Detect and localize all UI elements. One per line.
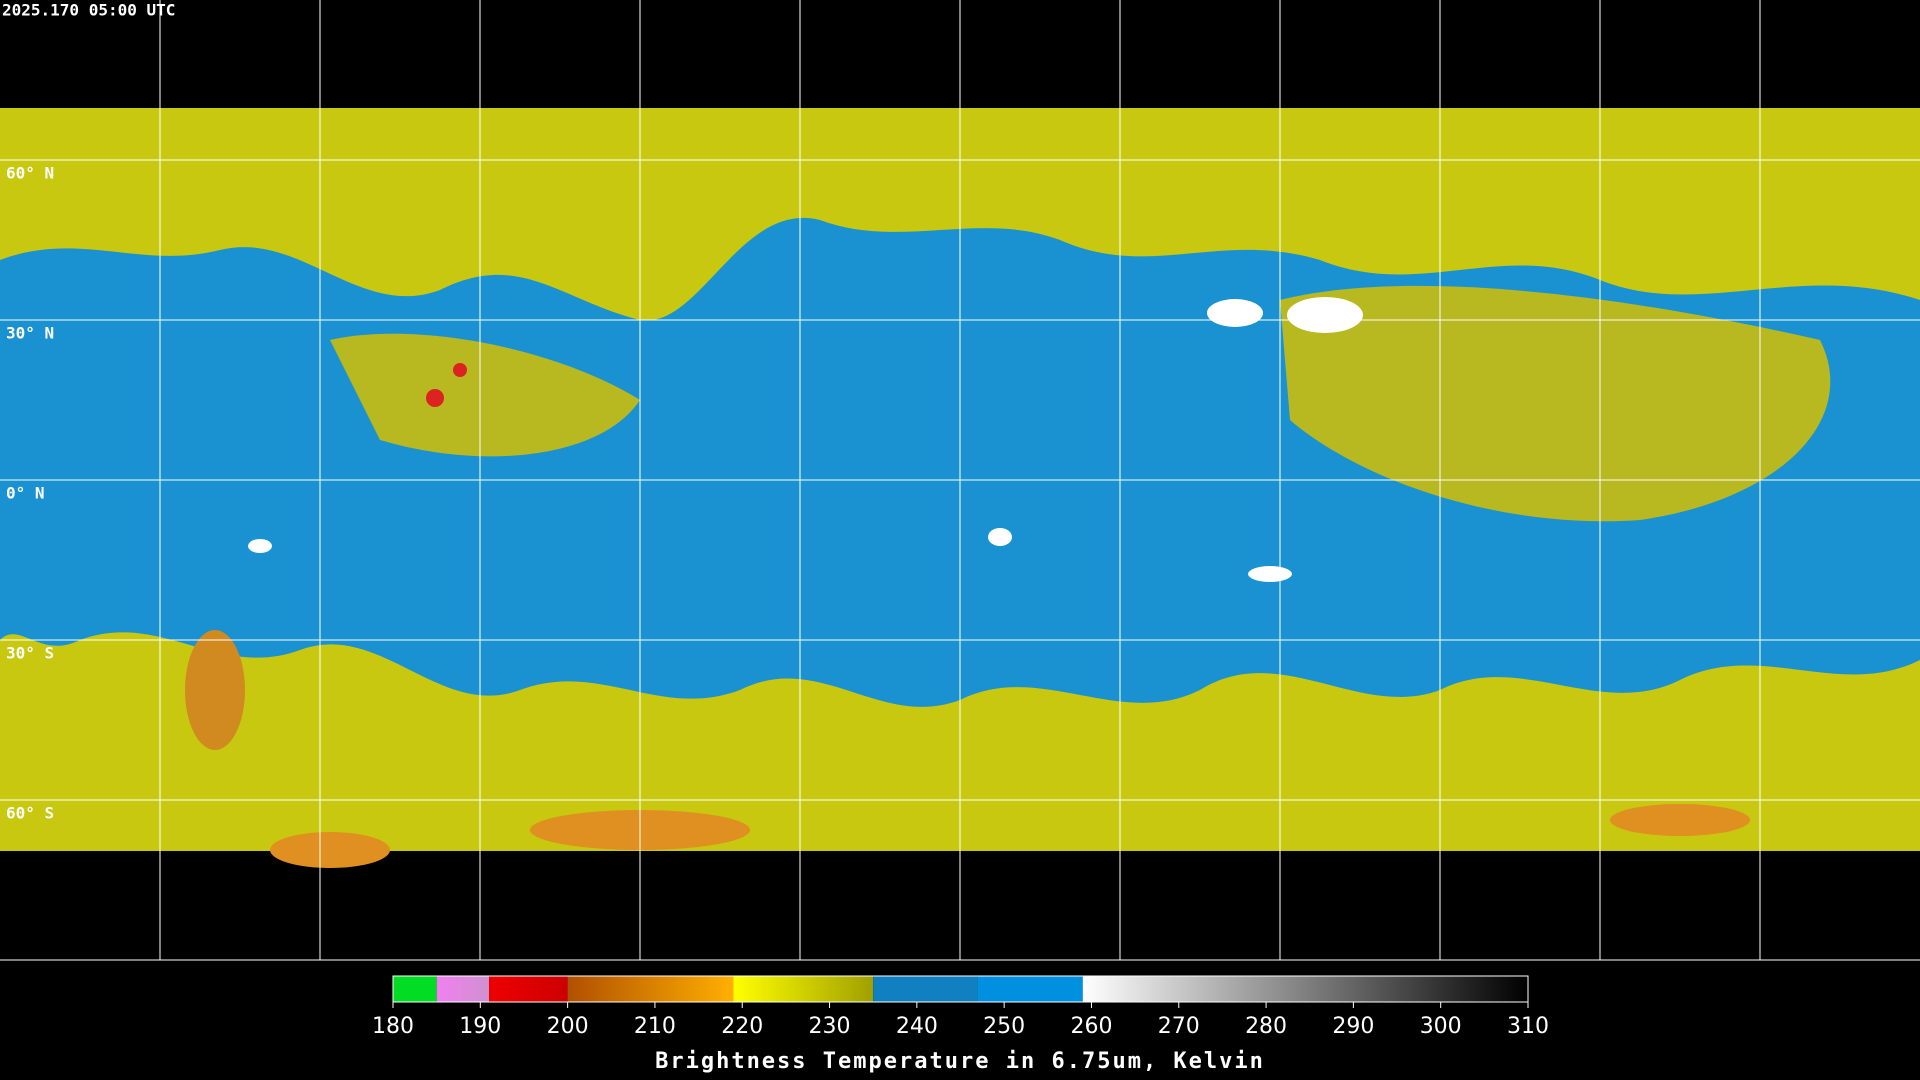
colorbar-tick-label: 200	[547, 1014, 589, 1039]
warm-patch	[185, 630, 245, 750]
colorbar-segment	[436, 976, 490, 1002]
asia-cloud	[1280, 285, 1831, 522]
dry-patch	[1207, 299, 1263, 327]
colorbar-tick-label: 230	[809, 1014, 851, 1039]
colorbar-segment	[489, 976, 568, 1002]
colorbar: 180 190 200 210 220 230 240 250 260 270 280 290 300 3…	[372, 975, 1549, 1039]
lat-label: 60° S	[6, 804, 54, 823]
warm-patch	[270, 832, 390, 868]
colorbar-tick-label: 280	[1245, 1014, 1287, 1039]
dry-patch	[248, 539, 272, 553]
warm-patch	[1610, 804, 1750, 836]
americas-cloud	[330, 333, 640, 457]
colorbar-tick-label: 270	[1158, 1014, 1200, 1039]
dry-patch	[988, 528, 1012, 546]
colorbar-frame	[392, 975, 1529, 1003]
dry-patch	[1287, 297, 1363, 333]
colorbar-tick-label: 260	[1070, 1014, 1112, 1039]
colorbar-segment	[567, 976, 734, 1002]
colorbar-tick-label: 210	[634, 1014, 676, 1039]
convective-cell	[426, 389, 444, 407]
colorbar-segment	[977, 976, 1083, 1002]
convective-cell	[453, 363, 467, 377]
lat-label: 30° S	[6, 644, 54, 663]
colorbar-tick-label: 300	[1420, 1014, 1462, 1039]
colorbar-tick-label: 240	[896, 1014, 938, 1039]
colorbar-segment	[873, 976, 978, 1002]
dry-patch	[1248, 566, 1292, 582]
colorbar-tick-label: 180	[372, 1014, 414, 1039]
lat-label: 0° N	[6, 484, 45, 503]
colorbar-segment	[393, 976, 437, 1002]
lat-label: 30° N	[6, 324, 54, 343]
colorbar-title: Brightness Temperature in 6.75um, Kelvin	[655, 1049, 1265, 1074]
colorbar-tick-label: 310	[1507, 1014, 1549, 1039]
colorbar-tick-label: 220	[721, 1014, 763, 1039]
lat-label: 60° N	[6, 164, 54, 183]
colorbar-segment	[733, 976, 874, 1002]
timestamp: 2025.170 05:00 UTC	[2, 1, 175, 20]
colorbar-tick-label: 250	[983, 1014, 1025, 1039]
graticule	[0, 0, 1920, 961]
colorbar-tick-label: 190	[459, 1014, 501, 1039]
colorbar-tick-label: 290	[1332, 1014, 1374, 1039]
colorbar-segment	[1082, 976, 1528, 1002]
